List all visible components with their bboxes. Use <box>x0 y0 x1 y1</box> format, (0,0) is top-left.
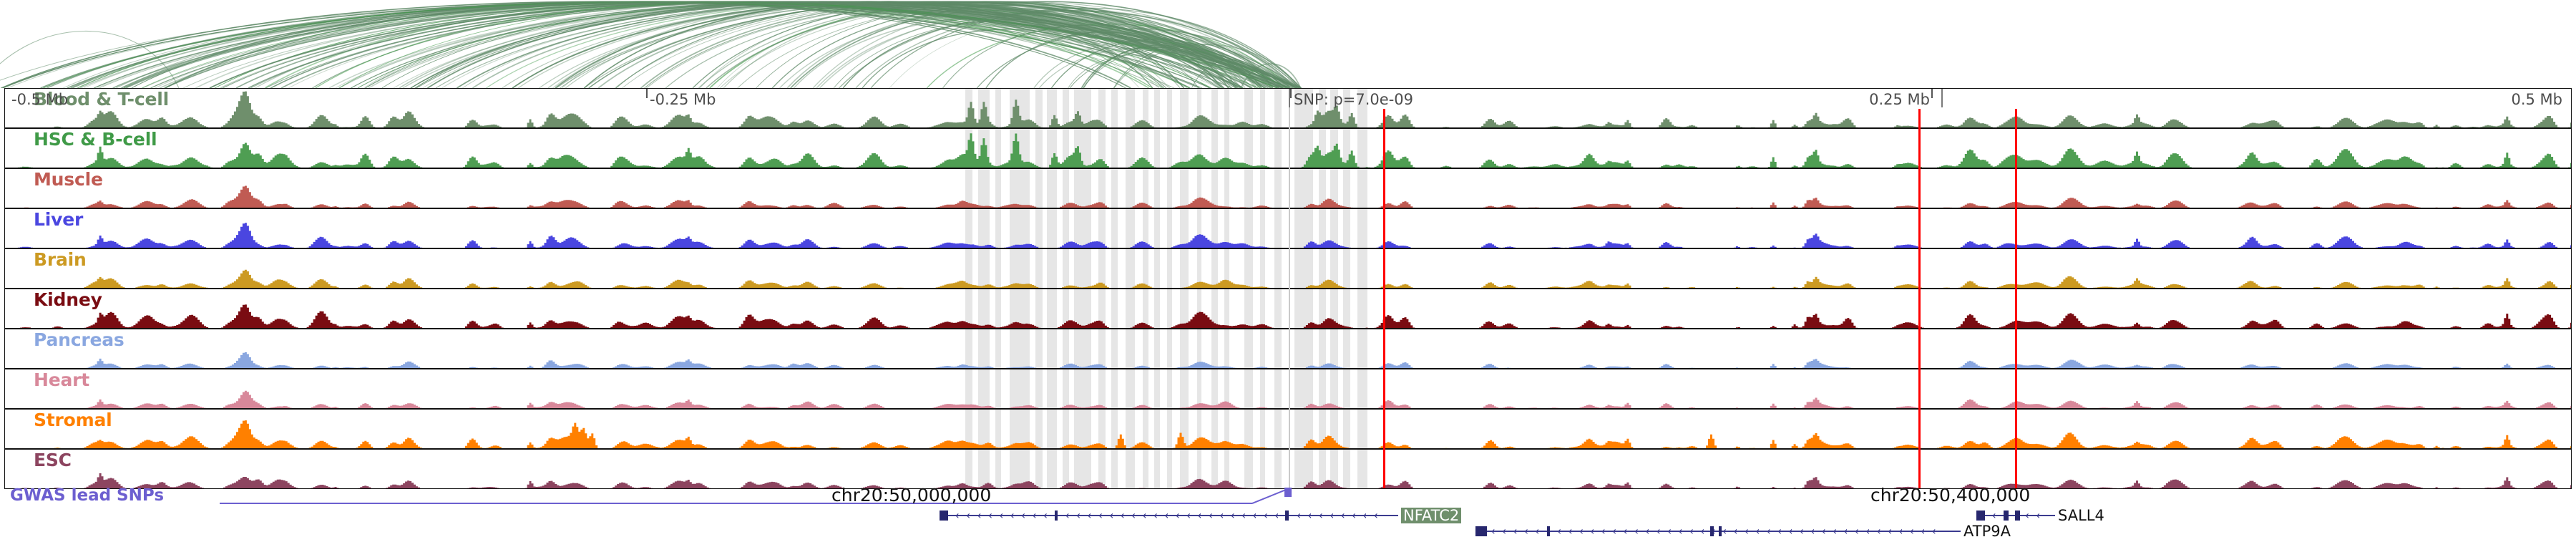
gene-name-label[interactable]: ATP9A <box>1963 523 2011 537</box>
gwas-snp-marker-line <box>2015 109 2017 488</box>
gwas-lead-snps-label: GWAS lead SNPs <box>10 486 165 505</box>
track-hsc-b-cell[interactable]: HSC & B-cell <box>5 129 2571 169</box>
genomic-coordinate-label: chr20:50,000,000 <box>831 485 992 505</box>
track-stromal[interactable]: Stromal <box>5 410 2571 450</box>
track-separator <box>5 127 2571 129</box>
gene-name-label[interactable]: NFATC2 <box>1401 508 1462 523</box>
track-label: HSC & B-cell <box>34 129 157 150</box>
signal-profile <box>5 133 2571 169</box>
chromatin-loop-arcs-panel <box>0 0 2576 88</box>
axis-label: 0.25 Mb <box>1869 91 1930 108</box>
track-label: Kidney <box>34 289 102 310</box>
gene-exon <box>940 511 948 521</box>
gene-strand-arrows: ‹‹‹‹‹‹‹‹‹‹‹‹‹‹‹‹‹‹‹‹‹‹‹‹‹‹‹‹‹‹‹‹‹‹‹‹‹‹‹‹… <box>1480 523 1959 537</box>
gene-exon <box>1547 526 1550 536</box>
signal-profile <box>5 269 2571 289</box>
gwas-lead-snp-tick[interactable] <box>1284 488 1292 497</box>
genomic-coordinate-label: chr20:50,400,000 <box>1870 485 2031 505</box>
track-separator <box>5 368 2571 369</box>
track-separator <box>5 448 2571 450</box>
signal-profile <box>5 420 2571 450</box>
track-blood-t-cell[interactable]: Blood & T-cell <box>5 89 2571 129</box>
track-separator <box>5 408 2571 410</box>
track-label: Liver <box>34 209 84 230</box>
track-separator <box>5 328 2571 329</box>
gene-strand-arrows: ‹‹‹‹‹‹‹‹‹‹‹‹‹‹‹‹‹‹‹‹‹‹‹‹‹‹‹‹‹‹‹‹‹‹‹‹‹‹‹‹ <box>944 508 1385 522</box>
gwas-connector-line <box>220 503 1252 505</box>
axis-label: -0.25 Mb <box>650 91 716 108</box>
axis-tick-mark <box>646 89 648 98</box>
track-label: Heart <box>34 369 90 390</box>
track-label: Stromal <box>34 410 112 430</box>
axis-label: -0.5 Mb <box>11 91 69 108</box>
gene-model-sall4[interactable]: ‹‹‹‹‹‹ SALL4 <box>0 508 2576 523</box>
axis-minor-tick <box>1941 89 1943 107</box>
track-liver[interactable]: Liver <box>5 209 2571 249</box>
gene-body-line <box>940 515 1398 516</box>
gene-body-line <box>1475 531 1961 532</box>
track-label: Blood & T-cell <box>34 89 169 110</box>
gwas-snp-marker-line <box>1918 109 1921 488</box>
gwas-snp-marker-line <box>1383 109 1385 488</box>
track-label: Pancreas <box>34 329 125 350</box>
gene-strand-arrows: ‹‹‹‹‹‹ <box>1981 508 2047 522</box>
gene-exon <box>1285 511 1289 521</box>
gene-exon <box>2015 511 2020 521</box>
gene-exon <box>1710 526 1714 536</box>
track-separator <box>5 168 2571 169</box>
signal-profile <box>19 473 2571 488</box>
signal-profile <box>5 304 2571 329</box>
annotation-region: GWAS lead SNPs chr20:50,000,000 chr20:50,… <box>0 485 2576 537</box>
gene-exon <box>2004 511 2009 521</box>
snp-position-line <box>1289 89 1290 488</box>
axis-tick-mark <box>1931 89 1933 98</box>
gene-model-nfatc2[interactable]: ‹‹‹‹‹‹‹‹‹‹‹‹‹‹‹‹‹‹‹‹‹‹‹‹‹‹‹‹‹‹‹‹‹‹‹‹‹‹‹‹… <box>0 508 2576 523</box>
signal-profile <box>5 352 2571 369</box>
track-heart[interactable]: Heart <box>5 369 2571 410</box>
gene-exon <box>1475 526 1487 536</box>
gene-exon <box>1719 526 1722 536</box>
track-label: Muscle <box>34 169 103 190</box>
gwas-connector-diagonal <box>1252 488 1287 505</box>
signal-profile <box>5 223 2571 249</box>
track-pancreas[interactable]: Pancreas <box>5 329 2571 369</box>
tracks-plot-area: Blood & T-cell HSC & B-cell Muscle Liver Bra… <box>5 89 2571 488</box>
track-brain[interactable]: Brain <box>5 249 2571 289</box>
track-muscle[interactable]: Muscle <box>5 169 2571 209</box>
axis-label: 0.5 Mb <box>2511 91 2562 108</box>
axis-tick-mark <box>1290 89 1292 98</box>
track-separator <box>5 208 2571 209</box>
track-kidney[interactable]: Kidney <box>5 289 2571 329</box>
signal-tracks-frame: Blood & T-cell HSC & B-cell Muscle Liver Bra… <box>4 88 2572 489</box>
track-label: ESC <box>34 450 72 470</box>
axis-label: SNP: p=7.0e-09 <box>1294 91 1413 108</box>
signal-profile <box>5 390 2571 410</box>
signal-profile <box>5 91 2571 129</box>
loop-arcs-svg <box>0 1 1302 88</box>
track-esc[interactable]: ESC <box>5 450 2571 488</box>
track-separator <box>5 288 2571 289</box>
gene-model-atp9a[interactable]: ‹‹‹‹‹‹‹‹‹‹‹‹‹‹‹‹‹‹‹‹‹‹‹‹‹‹‹‹‹‹‹‹‹‹‹‹‹‹‹‹… <box>0 523 2576 537</box>
signal-profile <box>5 185 2571 209</box>
gene-name-label[interactable]: SALL4 <box>2058 507 2104 524</box>
track-separator <box>5 248 2571 249</box>
gene-exon <box>1055 511 1058 521</box>
gene-exon <box>1976 511 1985 521</box>
axis-minor-tick <box>1289 89 1290 107</box>
track-label: Brain <box>34 249 87 270</box>
